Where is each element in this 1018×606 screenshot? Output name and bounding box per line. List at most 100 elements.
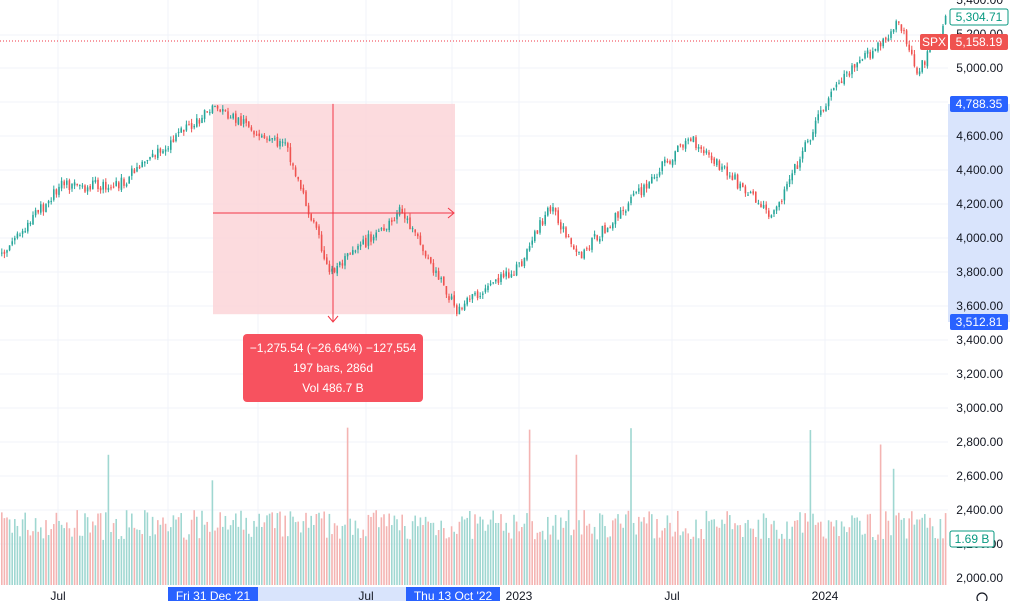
volume-bar-up: [721, 519, 723, 585]
volume-bar-up: [159, 524, 162, 585]
candle-body: [679, 144, 682, 146]
candle-up: [11, 237, 13, 247]
candle-down: [570, 237, 572, 248]
volume-bar-down: [333, 523, 336, 585]
candle-down: [557, 207, 559, 226]
volume-bar-down: [664, 528, 666, 585]
candle-up: [193, 124, 195, 130]
candle-body: [339, 262, 341, 266]
candle-body: [359, 244, 362, 247]
candle-up: [344, 253, 346, 270]
volume-bar-down: [281, 536, 284, 585]
candle-down: [567, 233, 570, 238]
candle-up: [773, 209, 775, 217]
candle-body: [6, 250, 8, 253]
candle-body: [911, 49, 913, 54]
candle-body: [877, 42, 879, 51]
candle-body: [651, 176, 653, 184]
volume-bar-up: [768, 537, 770, 585]
volume-bar-up: [201, 510, 203, 585]
candle-body: [414, 229, 416, 233]
volume-bar-down: [216, 527, 219, 585]
candle-body: [393, 220, 396, 222]
candle-down: [461, 306, 463, 311]
candle-body: [788, 179, 791, 185]
candle-body: [242, 119, 245, 124]
candle-up: [45, 203, 47, 213]
candle-body: [357, 245, 359, 250]
candle-body: [502, 273, 505, 278]
volume-bar-up: [762, 513, 765, 585]
candle-down: [305, 189, 307, 207]
volume-bar-up: [565, 521, 567, 585]
candle-body: [752, 191, 754, 194]
candle-body: [656, 176, 658, 178]
candle-down: [690, 137, 692, 142]
volume-bar-down: [385, 526, 388, 585]
candle-up: [242, 115, 245, 128]
candle-body: [513, 274, 515, 276]
candle-body: [809, 140, 812, 142]
candle-body: [419, 235, 422, 245]
volume-bar-down: [898, 512, 900, 585]
volume-bar-up: [632, 522, 635, 585]
candle-down: [84, 184, 86, 194]
volume-bar-up: [188, 534, 190, 585]
candle-body: [843, 73, 845, 84]
candle-body: [840, 81, 843, 84]
volume-bar-up: [172, 515, 175, 585]
candle-up: [81, 183, 84, 189]
volume-bar-down: [911, 511, 913, 585]
candle-up: [661, 160, 663, 175]
candle-up: [830, 88, 832, 101]
volume-bar-down: [326, 537, 328, 585]
volume-bar-up: [107, 454, 110, 585]
candle-down: [521, 259, 523, 267]
volume-bar-up: [151, 516, 154, 585]
volume-bar-up: [170, 527, 172, 585]
candle-body: [318, 226, 320, 236]
volume-bar-up: [138, 529, 141, 585]
candle-down: [900, 24, 903, 34]
candle-body: [547, 207, 549, 216]
symbol-badge-label: SPX: [922, 35, 946, 49]
candle-body: [812, 132, 814, 140]
candle-up: [331, 265, 333, 275]
candle-body: [721, 166, 723, 170]
volume-bar-down: [612, 520, 614, 585]
volume-bar-up: [424, 516, 427, 585]
candle-up: [24, 227, 26, 234]
volume-bar-up: [24, 512, 26, 585]
candle-down: [112, 182, 115, 189]
candle-body: [739, 183, 741, 189]
candle-body: [905, 30, 908, 45]
candle-body: [523, 257, 526, 267]
candle-body: [474, 292, 476, 295]
candle-down: [294, 165, 297, 178]
candle-up: [651, 173, 653, 184]
candle-body: [424, 250, 427, 257]
candle-up: [352, 246, 354, 256]
candle-body: [765, 204, 767, 210]
candle-body: [726, 166, 728, 176]
candle-body: [21, 231, 24, 234]
candle-down: [432, 259, 435, 276]
candle-up: [144, 161, 146, 167]
volume-bar-up: [440, 520, 442, 585]
volume-bar-up: [123, 538, 125, 585]
candle-down: [138, 165, 141, 170]
candle-up: [515, 261, 518, 277]
candle-body: [302, 187, 305, 193]
candle-body: [760, 203, 762, 208]
volume-bar-up: [58, 520, 60, 585]
candle-body: [141, 161, 143, 168]
volume-bar-up: [365, 536, 367, 585]
volume-bar-up: [835, 520, 838, 585]
volume-bar-up: [476, 523, 479, 585]
candle-down: [422, 244, 424, 256]
candle-body: [11, 241, 13, 245]
candle-up: [926, 49, 929, 69]
volume-bar-up: [466, 517, 468, 585]
volume-bar-up: [120, 536, 123, 585]
